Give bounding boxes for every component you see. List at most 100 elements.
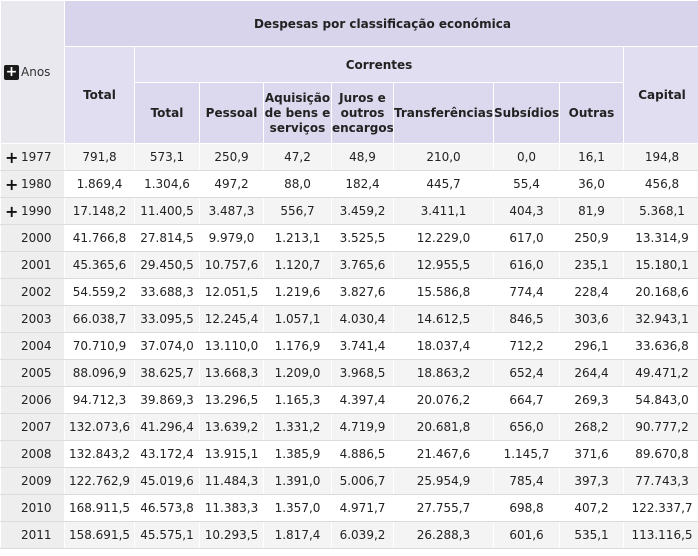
table-cell: 0,0 [493,143,560,171]
table-cell: 37.074,0 [134,332,200,360]
table-cell: 38.625,7 [134,359,200,387]
table-cell: 194,8 [623,143,698,171]
row-year-label: 2002 [21,285,52,299]
table-cell: 774,4 [493,278,560,306]
table-cell: 122.337,7 [623,494,698,522]
table-cell: 18.037,4 [393,332,494,360]
row-year-label: 2004 [21,339,52,353]
table-cell: 5.006,7 [331,467,394,495]
row-year-cell[interactable]: +1980 [0,170,65,198]
table-cell: 407,2 [559,494,624,522]
table-cell: 296,1 [559,332,624,360]
table-cell: 88.096,9 [64,359,135,387]
table-cell: 601,6 [493,521,560,549]
expand-row-icon[interactable]: + [5,147,19,167]
table-cell: 535,1 [559,521,624,549]
table-row: 2001 45.365,6 29.450,5 10.757,6 1.120,7 3.765… [0,251,698,279]
table-cell: 3.741,4 [331,332,394,360]
table-cell: 397,3 [559,467,624,495]
row-year-cell: 2004 [0,332,65,360]
table-cell: 77.743,3 [623,467,698,495]
table-cell: 15.586,8 [393,278,494,306]
table-cell: 182,4 [331,170,394,198]
table-cell: 1.120,7 [263,251,332,279]
table-cell: 404,3 [493,197,560,225]
expand-row-icon[interactable]: + [5,201,19,221]
table-cell: 13.296,5 [199,386,264,414]
table-cell: 66.038,7 [64,305,135,333]
years-header[interactable]: + Anos [0,0,65,144]
table-cell: 16,1 [559,143,624,171]
row-year-cell: 2006 [0,386,65,414]
table-row: +1980 1.869,4 1.304,6 497,2 88,0 182,4 445,7 55… [0,170,698,198]
table-cell: 1.057,1 [263,305,332,333]
table-cell: 1.165,3 [263,386,332,414]
table-cell: 698,8 [493,494,560,522]
table-row: 2008 132.843,2 43.172,4 13.915,1 1.385,9 4.88… [0,440,698,468]
table-cell: 3.525,5 [331,224,394,252]
table-cell: 89.670,8 [623,440,698,468]
capital-header: Capital [623,46,698,144]
table-cell: 3.765,6 [331,251,394,279]
table-cell: 49.471,2 [623,359,698,387]
table-row: 2011 158.691,5 45.575,1 10.293,5 1.817,4 6.03… [0,521,698,549]
row-year-cell[interactable]: +1977 [0,143,65,171]
table-cell: 20.681,8 [393,413,494,441]
row-year-cell: 2007 [0,413,65,441]
table-cell: 1.385,9 [263,440,332,468]
years-label: Anos [21,64,51,79]
row-year-label: 2005 [21,366,52,380]
table-cell: 132.073,6 [64,413,135,441]
table-row: 2003 66.038,7 33.095,5 12.245,4 1.057,1 4.030… [0,305,698,333]
table-row: 2007 132.073,6 41.296,4 13.639,2 1.331,2 4.71… [0,413,698,441]
table-cell: 132.843,2 [64,440,135,468]
sub-header-total: Total [134,82,200,144]
table-cell: 90.777,2 [623,413,698,441]
table-cell: 122.762,9 [64,467,135,495]
table-cell: 664,7 [493,386,560,414]
table-cell: 617,0 [493,224,560,252]
table-cell: 26.288,3 [393,521,494,549]
table-cell: 13.668,3 [199,359,264,387]
table-cell: 17.148,2 [64,197,135,225]
table-cell: 556,7 [263,197,332,225]
expand-all-icon[interactable]: + [4,63,19,80]
table-cell: 10.757,6 [199,251,264,279]
row-year-cell: 2005 [0,359,65,387]
table-cell: 616,0 [493,251,560,279]
table-cell: 32.943,1 [623,305,698,333]
table-cell: 11.400,5 [134,197,200,225]
table-cell: 20.076,2 [393,386,494,414]
table-cell: 15.180,1 [623,251,698,279]
table-cell: 4.030,4 [331,305,394,333]
row-year-cell[interactable]: +1990 [0,197,65,225]
table-cell: 1.869,4 [64,170,135,198]
table-row: 2000 41.766,8 27.814,5 9.979,0 1.213,1 3.525,… [0,224,698,252]
table-body: +1977 791,8 573,1 250,9 47,2 48,9 210,0 0,0 16,1… [0,143,698,549]
row-year-cell: 2003 [0,305,65,333]
table-cell: 6.039,2 [331,521,394,549]
table-cell: 1.391,0 [263,467,332,495]
table-cell: 303,6 [559,305,624,333]
table-cell: 210,0 [393,143,494,171]
sub-header-subsidios: Subsídios [493,82,560,144]
table-cell: 11.383,3 [199,494,264,522]
table-cell: 445,7 [393,170,494,198]
table-cell: 46.573,8 [134,494,200,522]
table-cell: 656,0 [493,413,560,441]
table-cell: 33.636,8 [623,332,698,360]
table-cell: 4.397,4 [331,386,394,414]
table-cell: 70.710,9 [64,332,135,360]
table-cell: 9.979,0 [199,224,264,252]
sub-header-outras: Outras [559,82,624,144]
sub-header-pessoal: Pessoal [199,82,264,144]
table-row: 2005 88.096,9 38.625,7 13.668,3 1.209,0 3.968… [0,359,698,387]
table-cell: 3.968,5 [331,359,394,387]
sub-header-juros: Juros e outros encargos [331,82,394,144]
expand-row-icon[interactable]: + [5,174,19,194]
table-cell: 39.869,3 [134,386,200,414]
row-year-label: 1977 [21,149,52,164]
table-cell: 3.827,6 [331,278,394,306]
